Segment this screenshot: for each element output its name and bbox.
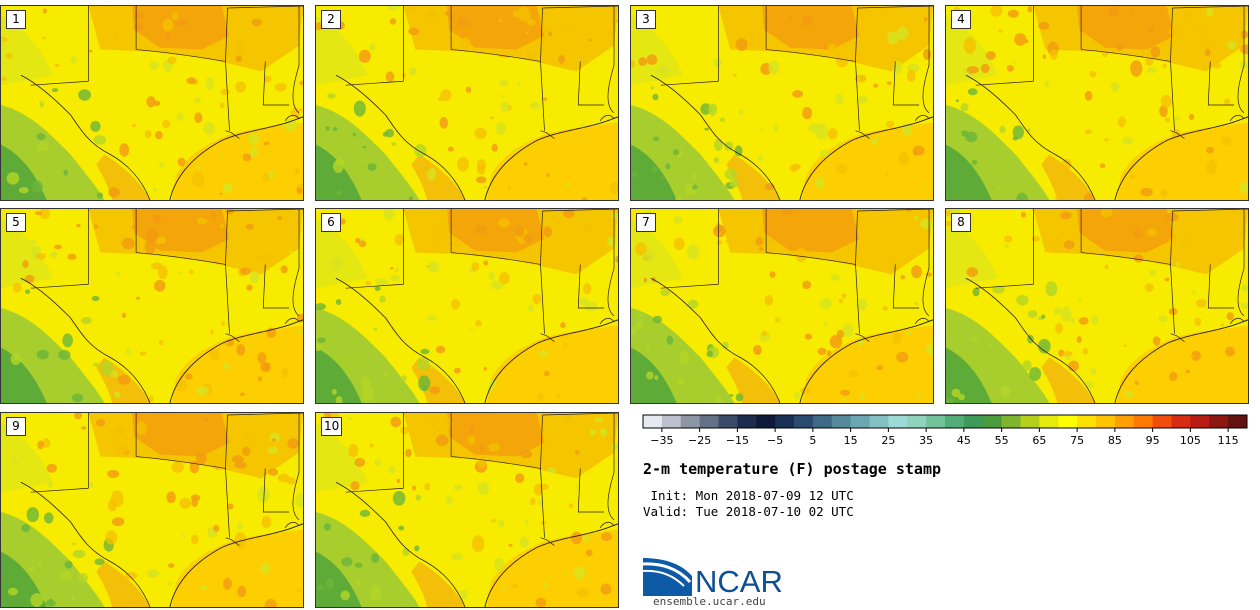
member-number-label: 5	[6, 213, 26, 232]
temperature-colorbar: −35 −25 −15 −5 5 15 25 35 45 55 65 75 85 95 105 115	[642, 414, 1248, 447]
colorbar-tick-label: 85	[1108, 434, 1122, 447]
colorbar-tick-label: 115	[1218, 434, 1239, 447]
member-number-label: 3	[636, 10, 656, 29]
figure-title: 2-m temperature (F) postage stamp	[643, 460, 942, 478]
colorbar-swatch	[1228, 415, 1248, 428]
colorbar-swatch	[1152, 415, 1172, 428]
colorbar-tick-label: 45	[957, 434, 971, 447]
temperature-map	[946, 209, 1248, 403]
colorbar-swatch	[643, 415, 663, 428]
member-number-label: 8	[951, 213, 971, 232]
colorbar-swatch	[699, 415, 719, 428]
colorbar-tick-label: −15	[726, 434, 749, 447]
colorbar-swatches	[642, 414, 1248, 429]
init-time-label: Init: Mon 2018-07-09 12 UTC	[643, 488, 854, 503]
ensemble-member-map: 1	[0, 5, 304, 201]
colorbar-swatch	[661, 415, 682, 428]
colorbar-swatch	[1039, 415, 1059, 428]
colorbar-swatch	[1133, 415, 1154, 428]
colorbar-swatch	[812, 415, 833, 428]
colorbar-swatch	[869, 415, 889, 428]
ensemble-member-map: 6	[315, 208, 619, 404]
member-number-label: 9	[6, 417, 26, 436]
colorbar-swatch	[794, 415, 814, 428]
colorbar-swatch	[1001, 415, 1021, 428]
colorbar-tick-label: 55	[995, 434, 1009, 447]
colorbar-swatch	[963, 415, 984, 428]
temperature-map	[316, 6, 618, 200]
temperature-map	[1, 209, 303, 403]
ensemble-member-map: 4	[945, 5, 1249, 201]
ensemble-member-map: 7	[630, 208, 934, 404]
temperature-map	[1, 6, 303, 200]
colorbar-swatch	[926, 415, 946, 428]
ensemble-member-map: 2	[315, 5, 619, 201]
colorbar-tick-label: 35	[919, 434, 933, 447]
colorbar-swatch	[1190, 415, 1210, 428]
colorbar-swatch	[737, 415, 757, 428]
colorbar-tick-label: 105	[1180, 434, 1201, 447]
colorbar-swatch	[850, 415, 870, 428]
member-number-label: 1	[6, 10, 26, 29]
member-number-label: 4	[951, 10, 971, 29]
colorbar-tick-label: −5	[767, 434, 783, 447]
colorbar-swatch	[982, 415, 1003, 428]
ensemble-member-map: 10	[315, 412, 619, 608]
colorbar-tick-label: 75	[1070, 434, 1084, 447]
member-number-label: 7	[636, 213, 656, 232]
temperature-map	[946, 6, 1248, 200]
member-number-label: 2	[321, 10, 341, 29]
temperature-map	[1, 413, 303, 607]
colorbar-swatch	[1020, 415, 1040, 428]
temperature-map	[631, 6, 933, 200]
temperature-map	[316, 209, 618, 403]
colorbar-swatch	[1209, 415, 1229, 428]
colorbar-swatch	[1058, 415, 1078, 428]
colorbar-swatch	[831, 415, 852, 428]
colorbar-swatch	[718, 415, 738, 428]
colorbar-swatch	[888, 415, 908, 428]
colorbar-tick-label: −25	[688, 434, 711, 447]
colorbar-swatch	[907, 415, 927, 428]
colorbar-swatch	[945, 415, 965, 428]
member-number-label: 10	[321, 417, 343, 436]
colorbar-swatch	[1077, 415, 1097, 428]
ncar-logo-text: NCAR	[695, 564, 783, 598]
colorbar-tick-label: 5	[809, 434, 816, 447]
ncar-logo-swoosh-icon	[643, 558, 692, 596]
colorbar-tick-label: 25	[881, 434, 895, 447]
ensemble-member-map: 8	[945, 208, 1249, 404]
colorbar-swatch	[680, 415, 701, 428]
website-label: ensemble.ucar.edu	[653, 595, 766, 608]
colorbar-tick-label: 15	[844, 434, 858, 447]
colorbar-swatch	[1096, 415, 1116, 428]
member-number-label: 6	[321, 213, 341, 232]
colorbar-swatch	[775, 415, 795, 428]
colorbar-swatch	[1114, 415, 1135, 428]
temperature-map	[631, 209, 933, 403]
colorbar-ticks: −35 −25 −15 −5 5 15 25 35 45 55 65 75 85 95 105 115	[650, 428, 1239, 447]
colorbar-tick-label: 65	[1032, 434, 1046, 447]
ncar-logo: NCAR	[642, 558, 783, 598]
temperature-map	[316, 413, 618, 607]
colorbar-tick-label: 95	[1146, 434, 1160, 447]
colorbar-swatch	[1171, 415, 1191, 428]
colorbar-tick-label: −35	[650, 434, 673, 447]
ensemble-member-map: 5	[0, 208, 304, 404]
ensemble-member-map: 3	[630, 5, 934, 201]
valid-time-label: Valid: Tue 2018-07-10 02 UTC	[643, 504, 854, 519]
ensemble-member-map: 9	[0, 412, 304, 608]
colorbar-swatch	[756, 415, 776, 428]
